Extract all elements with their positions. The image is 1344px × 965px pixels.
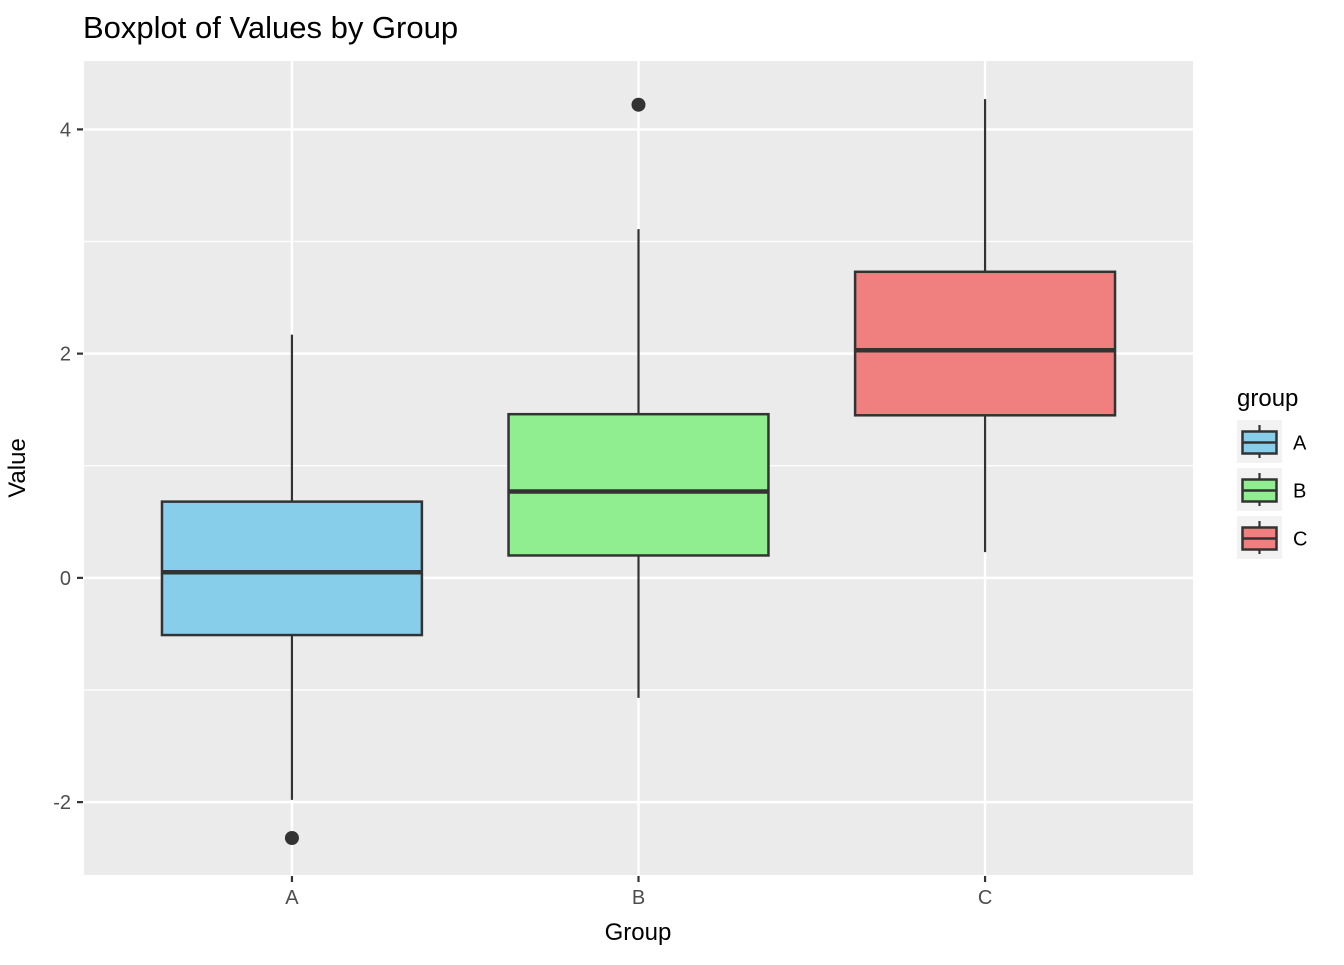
axis-tick-labels: -2 0 2 4 A B C	[53, 119, 992, 909]
legend: group A B C	[1237, 385, 1307, 559]
x-tick-label: A	[285, 887, 299, 909]
y-tick-label: -2	[53, 792, 71, 814]
y-tick-label: 2	[60, 344, 71, 366]
legend-label-C: C	[1293, 529, 1307, 551]
y-tick-label: 4	[60, 119, 71, 141]
box-A	[160, 500, 424, 637]
legend-label-A: A	[1293, 433, 1307, 455]
outlier-B	[631, 97, 646, 112]
x-axis-title: Group	[605, 919, 672, 946]
legend-title: group	[1237, 385, 1298, 412]
boxplot-series	[160, 97, 1117, 845]
box-C	[853, 270, 1117, 417]
x-tick-label: C	[978, 887, 992, 909]
plot-title: Boxplot of Values by Group	[83, 10, 458, 45]
legend-keys: A B C	[1237, 420, 1307, 559]
y-tick-label: 0	[60, 568, 71, 590]
outlier-A	[284, 831, 299, 845]
box-B	[507, 412, 770, 557]
axis-ticks	[77, 128, 987, 882]
x-tick-label: B	[632, 887, 645, 909]
legend-label-B: B	[1293, 481, 1306, 503]
y-axis-title: Value	[4, 438, 31, 498]
